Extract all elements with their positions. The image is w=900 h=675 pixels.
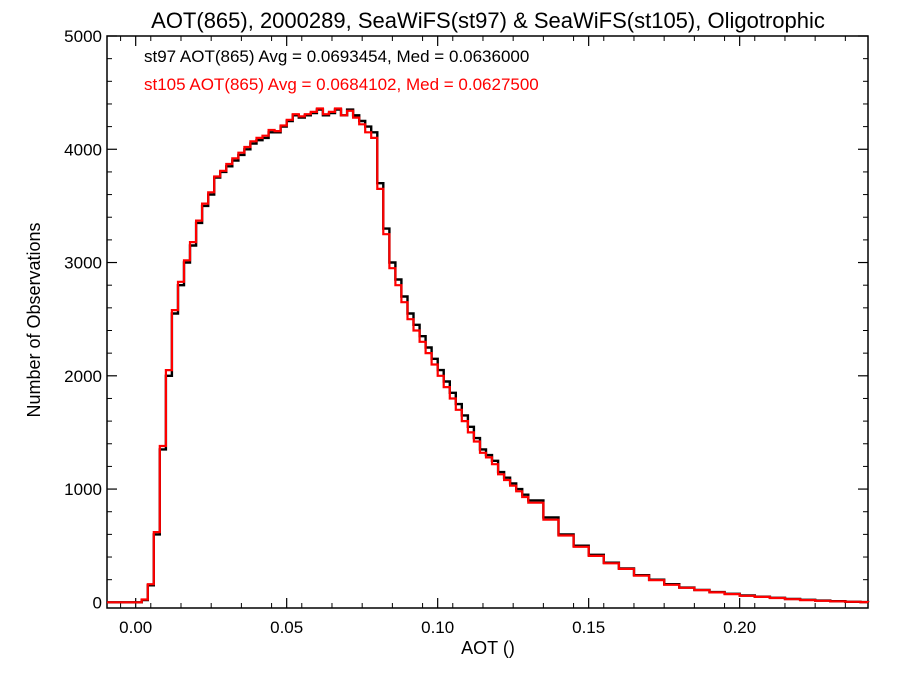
x-tick-label: 0.10 (421, 618, 454, 637)
x-tick-label: 0.05 (270, 618, 303, 637)
y-tick-label: 0 (93, 593, 102, 612)
x-tick-label: 0.15 (572, 618, 605, 637)
chart-title: AOT(865), 2000289, SeaWiFS(st97) & SeaWi… (151, 8, 825, 33)
legend: st97 AOT(865) Avg = 0.0693454, Med = 0.0… (144, 47, 539, 94)
y-tick-label: 4000 (64, 140, 102, 159)
series-line-st105 (107, 107, 870, 604)
legend-text-1: st97 AOT(865) Avg = 0.0693454, Med = 0.0… (144, 47, 529, 66)
x-tick-label: 0.20 (723, 618, 756, 637)
plot-frame (106, 35, 869, 609)
y-axis-label: Number of Observations (24, 222, 44, 417)
plot-area: 0.00 0.05 0.10 0.15 0.20 0 1000 2000 3000 4000 500… (64, 27, 870, 637)
y-tick-label: 2000 (64, 367, 102, 386)
x-axis-label: AOT () (461, 638, 515, 658)
y-tick-label: 3000 (64, 254, 102, 273)
legend-text-2: st105 AOT(865) Avg = 0.0684102, Med = 0.… (144, 75, 539, 94)
x-tick-label: 0.00 (119, 618, 152, 637)
y-tick-label: 5000 (64, 27, 102, 46)
y-tick-label: 1000 (64, 480, 102, 499)
